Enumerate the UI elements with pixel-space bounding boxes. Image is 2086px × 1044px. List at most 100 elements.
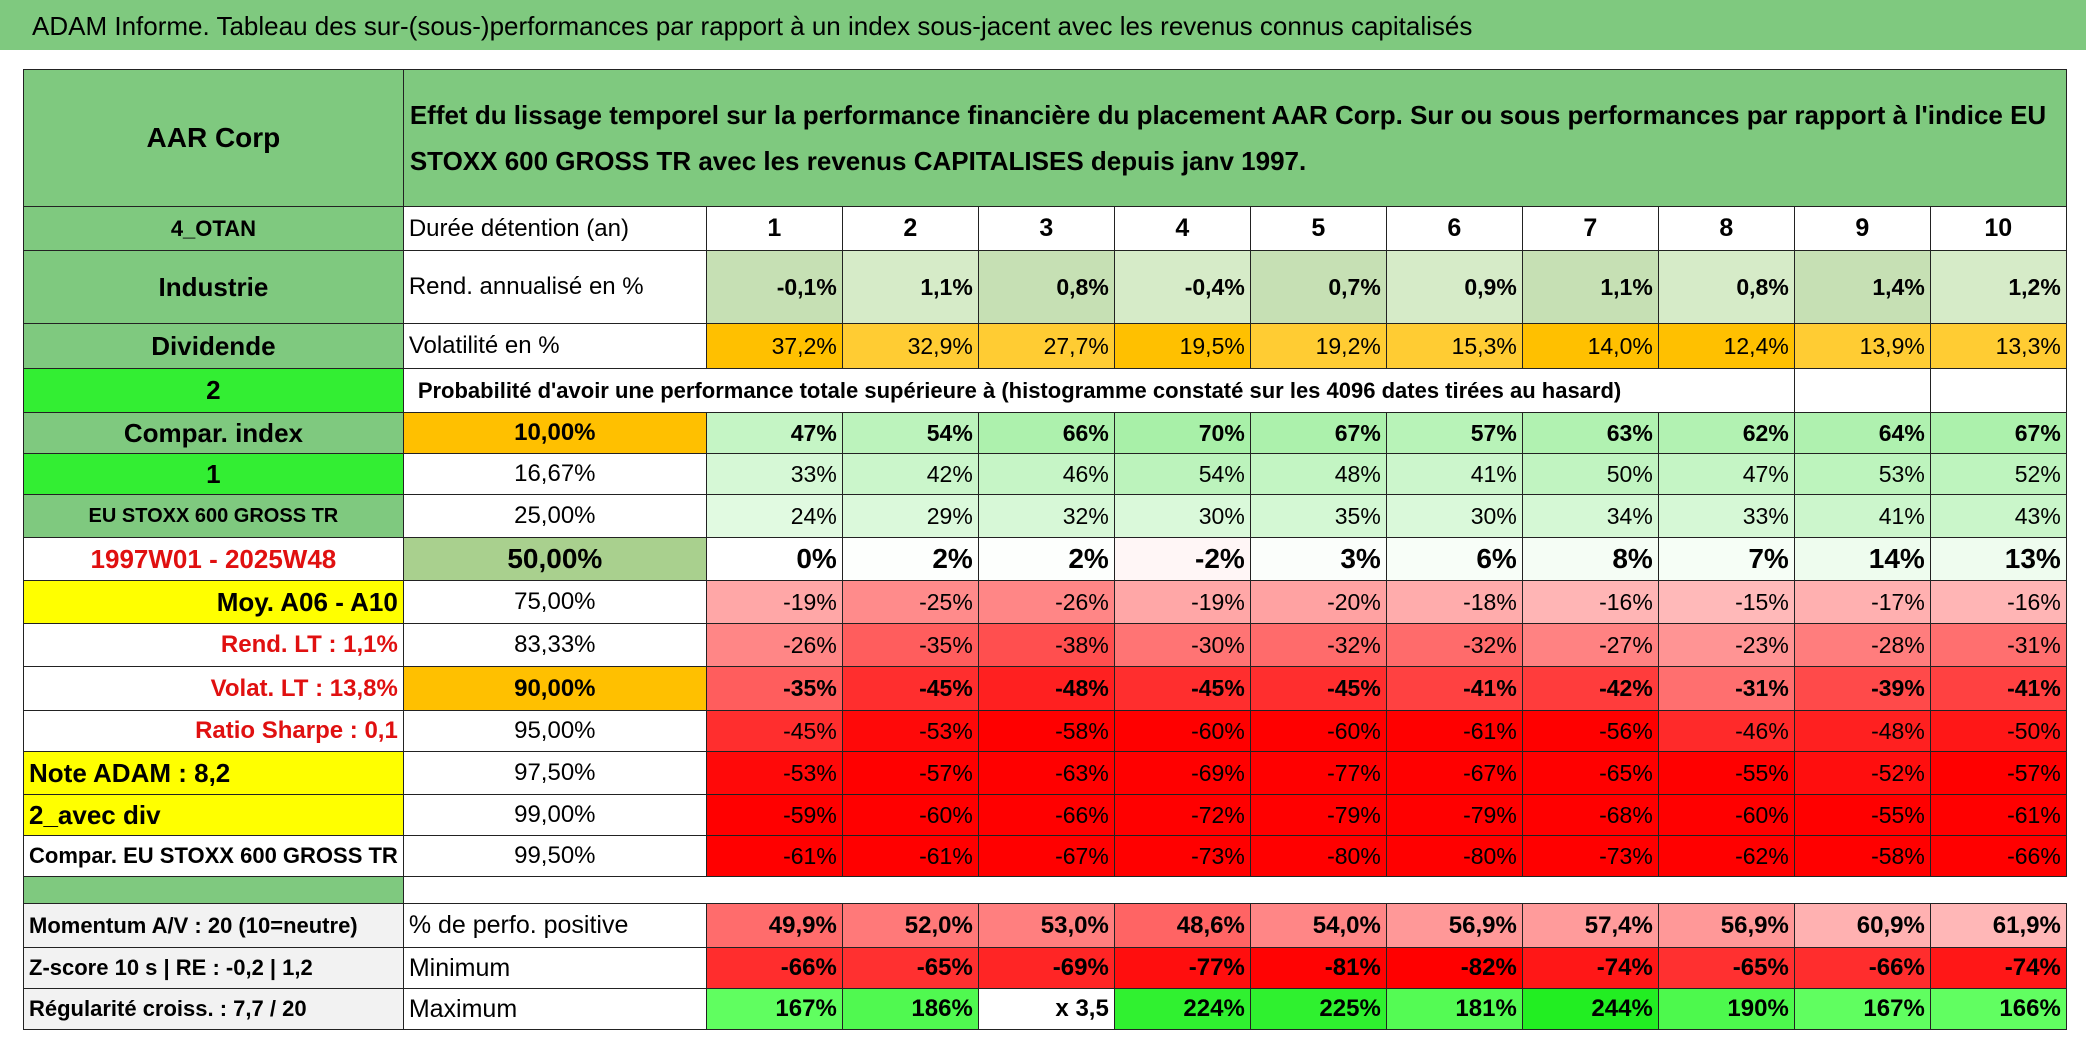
value-cell: 167%	[705, 988, 843, 1030]
table-row: Volat. LT : 13,8% 90,00% -35% -45% -48% -45% -…	[23, 666, 2067, 711]
value-cell: -81%	[1249, 947, 1387, 989]
value-cell: -67%	[977, 835, 1115, 877]
row-label: Volat. LT : 13,8%	[23, 666, 404, 711]
footer-row: Régularité croiss. : 7,7 / 20 Maximum 167%…	[23, 988, 2067, 1030]
value-cell: 33%	[705, 453, 843, 495]
row-label: Moy. A06 - A10	[23, 580, 404, 624]
value-cell: -41%	[1929, 666, 2067, 711]
value-cell: -48%	[1793, 710, 1931, 752]
spacer-cell	[403, 877, 2066, 904]
value-cell: -53%	[841, 710, 979, 752]
value-cell: 57%	[1385, 412, 1523, 454]
value-cell: 14,0%	[1521, 323, 1659, 369]
value-cell: 54,0%	[1249, 903, 1387, 948]
row-label: 2	[23, 368, 404, 413]
value-cell: x 3,5	[977, 988, 1115, 1030]
value-cell: 0,7%	[1249, 250, 1387, 324]
value-cell: 67%	[1929, 412, 2067, 454]
table-row: 2_avec div 99,00% -59% -60% -66% -72% -79% -79%…	[23, 794, 2067, 836]
value-cell: -55%	[1657, 751, 1795, 795]
stat-name: Maximum	[402, 988, 707, 1030]
value-cell: 41%	[1385, 453, 1523, 495]
value-cell: 43%	[1929, 494, 2067, 538]
value-cell: -57%	[841, 751, 979, 795]
value-cell: -45%	[1113, 666, 1251, 711]
value-cell: -73%	[1113, 835, 1251, 877]
value-cell: -46%	[1657, 710, 1795, 752]
value-cell: -79%	[1385, 794, 1523, 836]
value-cell: -48%	[977, 666, 1115, 711]
horizon-header: 5	[1249, 206, 1387, 251]
stat-label: Momentum A/V : 20 (10=neutre)	[23, 903, 404, 948]
value-cell: 47%	[705, 412, 843, 454]
value-cell: 19,5%	[1113, 323, 1251, 369]
value-cell: 49,9%	[705, 903, 843, 948]
value-cell: 53%	[1793, 453, 1931, 495]
value-cell: 52%	[1929, 453, 2067, 495]
value-cell: -39%	[1793, 666, 1931, 711]
value-cell: 70%	[1113, 412, 1251, 454]
report-title: ADAM Informe. Tableau des sur-(sous-)per…	[0, 0, 2086, 50]
value-cell: 48,6%	[1113, 903, 1251, 948]
value-cell: -63%	[977, 751, 1115, 795]
percentile: 75,00%	[402, 580, 707, 624]
value-cell: -15%	[1657, 580, 1795, 624]
table-row: Moy. A06 - A10 75,00% -19% -25% -26% -19% -20%…	[23, 580, 2067, 624]
percentile: 95,00%	[402, 710, 707, 752]
value-cell: -28%	[1793, 623, 1931, 667]
row-label: Note ADAM : 8,2	[23, 751, 404, 795]
row-label: 4_OTAN	[23, 206, 404, 251]
row-label: Rend. LT : 1,1%	[23, 623, 404, 667]
value-cell: -80%	[1385, 835, 1523, 877]
value-cell: -61%	[1385, 710, 1523, 752]
value-cell: 167%	[1793, 988, 1931, 1030]
horizon-header: 3	[977, 206, 1115, 251]
value-cell: -23%	[1657, 623, 1795, 667]
value-cell: -53%	[705, 751, 843, 795]
value-cell: 48%	[1249, 453, 1387, 495]
value-cell: 13%	[1929, 537, 2067, 581]
table-row: EU STOXX 600 GROSS TR 25,00% 24% 29% 32% 30% 3…	[23, 494, 2067, 538]
value-cell: -35%	[705, 666, 843, 711]
footer-row: Z-score 10 s | RE : -0,2 | 1,2 Minimum -66…	[23, 947, 2067, 989]
value-cell: 2%	[977, 537, 1115, 581]
value-cell: -77%	[1249, 751, 1387, 795]
value-cell: 66%	[977, 412, 1115, 454]
table-row: 2 Probabilité d'avoir une performance tot…	[23, 368, 2067, 413]
value-cell: 15,3%	[1385, 323, 1523, 369]
value-cell: 42%	[841, 453, 979, 495]
table-row: 1 16,67% 33% 42% 46% 54% 48% 41% 50% 47% 53% 52%	[23, 453, 2067, 495]
value-cell: 54%	[1113, 453, 1251, 495]
value-cell: 0%	[705, 537, 843, 581]
value-cell: 0,9%	[1385, 250, 1523, 324]
value-cell: 225%	[1249, 988, 1387, 1030]
value-cell: 190%	[1657, 988, 1795, 1030]
value-cell: 224%	[1113, 988, 1251, 1030]
value-cell: -26%	[705, 623, 843, 667]
horizon-header: 10	[1929, 206, 2067, 251]
value-cell: -18%	[1385, 580, 1523, 624]
value-cell: 41%	[1793, 494, 1931, 538]
stat-label: Z-score 10 s | RE : -0,2 | 1,2	[23, 947, 404, 989]
value-cell: -80%	[1249, 835, 1387, 877]
row-label: Compar. EU STOXX 600 GROSS TR	[23, 835, 404, 877]
value-cell: 47%	[1657, 453, 1795, 495]
value-cell: 1,2%	[1929, 250, 2067, 324]
value-cell: 50%	[1521, 453, 1659, 495]
value-cell: -65%	[841, 947, 979, 989]
value-cell: -72%	[1113, 794, 1251, 836]
value-cell: -17%	[1793, 580, 1931, 624]
percentile: 10,00%	[402, 412, 707, 454]
value-cell: -2%	[1113, 537, 1251, 581]
value-cell: -26%	[977, 580, 1115, 624]
value-cell: -68%	[1521, 794, 1659, 836]
horizon-header: 8	[1657, 206, 1795, 251]
value-cell: -45%	[705, 710, 843, 752]
empty-cell	[1929, 368, 2067, 413]
value-cell: 46%	[977, 453, 1115, 495]
value-cell: -61%	[1929, 794, 2067, 836]
value-cell: 1,1%	[841, 250, 979, 324]
row-label: EU STOXX 600 GROSS TR	[23, 494, 404, 538]
value-cell: 32%	[977, 494, 1115, 538]
value-cell: -35%	[841, 623, 979, 667]
